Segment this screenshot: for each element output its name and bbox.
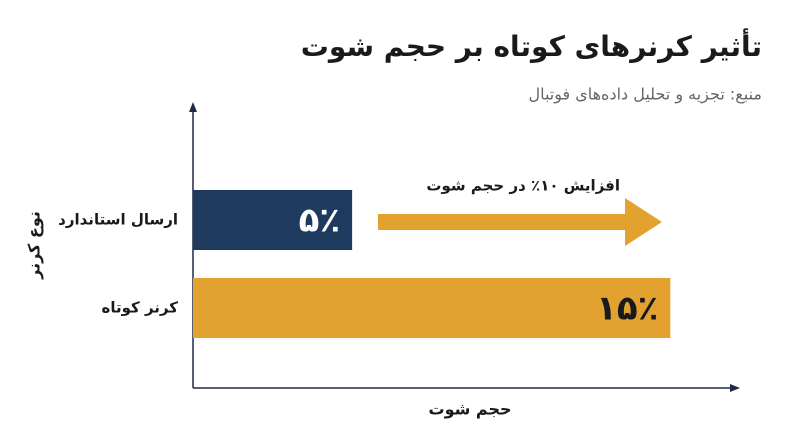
chart-subtitle: منبع: تجزیه و تحلیل داده‌های فوتبال	[528, 85, 762, 105]
value-label: ۱۵٪	[596, 289, 658, 329]
y-axis-label: نوع کرنر	[25, 211, 44, 280]
x-axis-arrow	[730, 384, 740, 392]
annotation: افزایش ۱۰٪ در حجم شوت	[426, 177, 620, 195]
category-label: ارسال استاندارد	[58, 211, 178, 229]
category-label: کرنر کوتاه	[102, 299, 179, 317]
value-label: ۵٪	[299, 201, 341, 241]
chart-title: تأثیر کرنرهای کوتاه بر حجم شوت	[301, 28, 762, 63]
x-axis-label: حجم شوت	[428, 400, 511, 419]
bar	[193, 190, 353, 250]
y-axis-arrow	[189, 102, 197, 112]
bar	[193, 278, 671, 338]
annotation-arrow	[378, 198, 662, 246]
